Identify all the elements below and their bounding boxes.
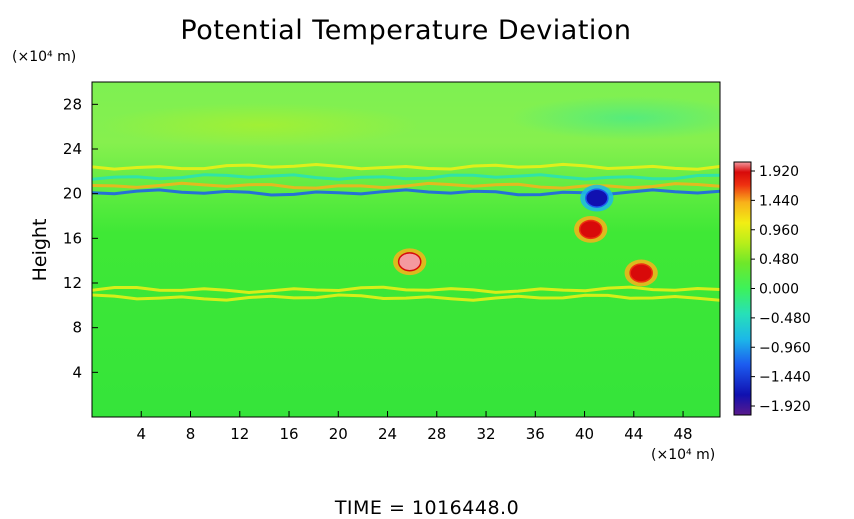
y-tick-label: 8 — [72, 319, 82, 337]
y-axis-unit: (×10⁴ m) — [12, 49, 76, 65]
x-tick-label: 12 — [230, 425, 249, 443]
blob-feature — [397, 252, 422, 272]
colorbar-tick-label: −0.480 — [759, 311, 811, 327]
y-tick-label: 20 — [63, 185, 82, 203]
x-tick-label: 36 — [526, 425, 545, 443]
band-feature — [92, 285, 720, 295]
y-tick-label: 28 — [63, 95, 82, 113]
x-tick-label: 20 — [329, 425, 348, 443]
x-tick-label: 8 — [186, 425, 196, 443]
plot-area — [92, 82, 720, 417]
x-tick-label: 24 — [378, 425, 397, 443]
y-tick-label: 12 — [63, 274, 82, 292]
band-feature — [92, 293, 720, 302]
x-tick-label: 4 — [136, 425, 146, 443]
plot-frame — [91, 81, 721, 418]
colorbar: 1.920 1.440 0.960 0.480 0.000 −0.480 −0.960 −1.… — [733, 161, 811, 416]
blob-feature — [629, 263, 654, 283]
y-tick-label: 4 — [72, 363, 82, 381]
y-axis-ticks: 4 8 12 16 20 24 28 — [63, 95, 98, 381]
x-tick-label: 44 — [624, 425, 643, 443]
x-tick-label: 16 — [279, 425, 298, 443]
colorbar-gradient — [733, 161, 752, 416]
time-label: TIME = 1016448.0 — [334, 497, 519, 519]
x-tick-label: 40 — [575, 425, 594, 443]
colorbar-ticks: 1.920 1.440 0.960 0.480 0.000 −0.480 −0.960 −1.… — [751, 164, 811, 415]
band-feature — [92, 162, 720, 171]
cyan-patch-upper-right — [510, 96, 720, 140]
colorbar-tick-label: −1.440 — [759, 370, 811, 386]
colorbar-tick-label: 1.440 — [759, 193, 799, 209]
colorbar-tick-label: 0.000 — [759, 282, 799, 298]
field-features — [92, 162, 720, 302]
colorbar-tick-label: −1.920 — [759, 399, 811, 415]
yellow-patch-upper-left — [100, 103, 420, 147]
x-tick-label: 32 — [476, 425, 495, 443]
chart-title: Potential Temperature Deviation — [180, 15, 631, 46]
colorbar-tick-label: 0.480 — [759, 252, 799, 268]
band-feature — [92, 173, 720, 181]
x-axis-unit: (×10⁴ m) — [651, 447, 715, 463]
y-tick-label: 24 — [63, 140, 82, 158]
blob-feature — [578, 219, 603, 240]
band-feature — [92, 188, 720, 197]
x-axis-ticks: 4 8 12 16 20 24 28 32 36 40 44 48 — [136, 411, 693, 443]
colorbar-tick-label: 1.920 — [759, 164, 799, 180]
x-tick-label: 48 — [674, 425, 693, 443]
colorbar-tick-label: −0.960 — [759, 340, 811, 356]
y-axis-label: Height — [29, 219, 51, 282]
colorbar-tick-label: 0.960 — [759, 223, 799, 239]
x-tick-label: 28 — [427, 425, 446, 443]
band-feature — [92, 181, 720, 190]
y-tick-label: 16 — [63, 229, 82, 247]
blob-feature — [585, 188, 609, 208]
